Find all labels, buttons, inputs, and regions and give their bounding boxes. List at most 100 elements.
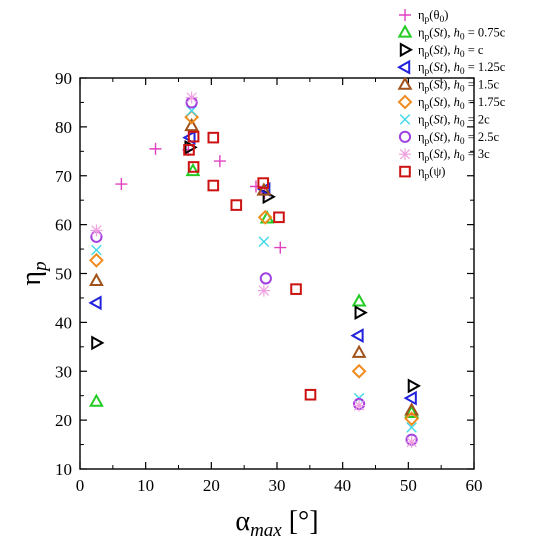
legend-label: ηp(St), h0 = 1.75c [418, 95, 506, 112]
series-8 [90, 96, 418, 446]
data-point [273, 211, 285, 224]
data-point [351, 344, 367, 358]
data-point [89, 272, 104, 287]
data-point [185, 162, 201, 177]
legend-marker [397, 24, 413, 38]
legend-entry-10: ηp(ψ) [399, 165, 445, 182]
data-point [89, 393, 104, 407]
data-point [258, 236, 270, 248]
series-4 [88, 130, 417, 406]
series-10 [183, 130, 317, 401]
data-point [351, 363, 367, 379]
x-tick-label: 20 [203, 476, 220, 495]
x-tick-label: 30 [269, 476, 286, 495]
x-tick-label: 40 [334, 476, 351, 495]
data-point [149, 142, 162, 155]
legend-entry-6: ηp(St), h0 = 1.75c [397, 94, 506, 112]
data-point [185, 91, 198, 104]
legend-marker [399, 148, 411, 161]
data-point [259, 272, 272, 285]
data-point [350, 328, 364, 343]
y-axis-title-sub: p [30, 261, 51, 273]
legend-label: ηp(ψ) [418, 165, 445, 182]
y-tick-label: 60 [55, 216, 72, 235]
data-point [407, 378, 421, 394]
data-point [89, 252, 104, 268]
data-point [207, 179, 220, 192]
y-tick-label: 10 [55, 460, 72, 479]
data-point [249, 180, 262, 193]
data-point [115, 178, 128, 191]
data-point [354, 305, 368, 321]
data-point [88, 295, 102, 311]
legend-marker [399, 165, 411, 178]
series-9 [90, 91, 418, 449]
y-axis-title: ηp [16, 261, 51, 285]
data-point [213, 155, 226, 168]
series-3 [91, 139, 421, 394]
legend-marker [399, 42, 414, 58]
legend-marker [396, 59, 411, 75]
data-point [404, 404, 420, 418]
data-point [405, 436, 418, 449]
y-axis-title-main: η [16, 271, 47, 286]
x-tick-label: 50 [400, 476, 417, 495]
data-point [404, 402, 420, 416]
data-point [184, 117, 200, 132]
legend-label: ηp(St), h0 = 2c [418, 112, 490, 129]
data-point [257, 209, 273, 225]
legend-entry-3: ηp(St), h0 = c [399, 42, 484, 60]
legend-label: ηp(θ0) [418, 8, 448, 25]
legend-marker [397, 94, 413, 110]
x-tick-label: 10 [137, 476, 154, 495]
legend-entry-7: ηp(St), h0 = 2c [399, 112, 490, 129]
x-axis-title: αmax [°] [235, 506, 318, 541]
data-point [403, 390, 417, 406]
y-tick-label: 20 [55, 411, 72, 430]
legend-entry-5: ηp(St), h0 = 1.5c [397, 76, 500, 95]
y-tick-label: 80 [55, 118, 72, 137]
data-point [91, 244, 102, 256]
data-point [207, 131, 220, 144]
data-point [404, 411, 420, 427]
data-point [90, 224, 103, 237]
data-point [290, 283, 302, 295]
data-point [353, 399, 366, 412]
legend-entry-1: ηp(θ0) [399, 8, 448, 25]
series-1 [115, 142, 287, 254]
y-tick-label: 90 [55, 69, 72, 88]
x-axis-title-sub: max [250, 520, 282, 541]
data-point [257, 284, 270, 297]
data-point [257, 177, 270, 189]
x-axis-title-main: α [235, 506, 250, 537]
legend-marker [399, 9, 411, 21]
data-points [88, 91, 421, 449]
data-point [91, 335, 105, 351]
legend-label: ηp(St), h0 = c [418, 43, 484, 60]
legend-label: ηp(St), h0 = 3c [418, 147, 490, 164]
legend-entry-4: ηp(St), h0 = 1.25c [396, 59, 506, 77]
data-point [304, 388, 317, 401]
y-tick-label: 50 [55, 265, 72, 284]
legend-marker [399, 114, 411, 125]
data-point [406, 422, 417, 433]
legend-label: ηp(St), h0 = 1.5c [418, 78, 500, 95]
legend-label: ηp(St), h0 = 1.25c [418, 60, 506, 77]
data-point [187, 161, 200, 173]
legend-label: ηp(St), h0 = 2.5c [418, 130, 500, 147]
data-point [256, 182, 272, 196]
x-axis-title-unit: [°] [282, 506, 319, 537]
legend-label: ηp(St), h0 = 0.75c [418, 25, 506, 42]
series-6 [89, 109, 420, 427]
legend-entry-2: ηp(St), h0 = 0.75c [397, 24, 506, 42]
y-tick-label: 40 [55, 313, 72, 332]
x-tick-label: 0 [76, 476, 85, 495]
data-point [274, 241, 287, 254]
series-5 [89, 117, 420, 416]
data-point [183, 144, 195, 156]
x-tick-label: 60 [466, 476, 483, 495]
series-7 [91, 105, 417, 433]
series-2 [89, 162, 420, 418]
